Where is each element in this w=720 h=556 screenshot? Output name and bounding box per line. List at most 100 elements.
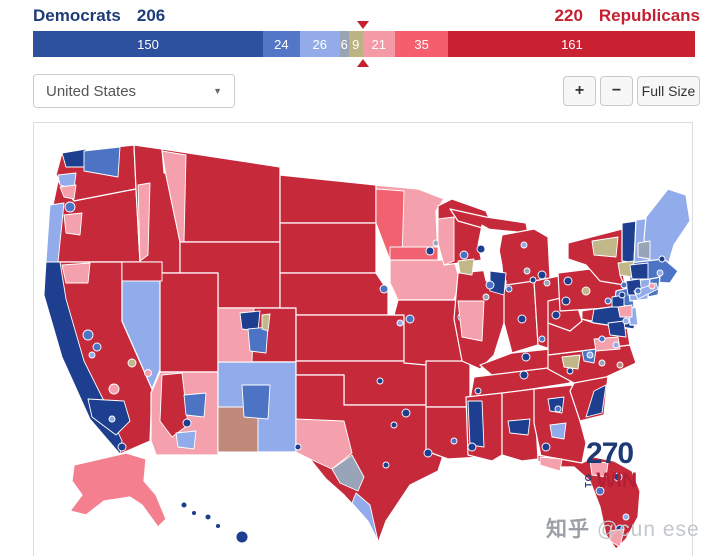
district-al-black-belt[interactable] [507,418,531,436]
district-ga-middle[interactable] [549,422,567,440]
district-ny-li-east[interactable] [648,282,656,290]
district-wa-seattle-2[interactable] [83,146,121,178]
state-alaska[interactable] [69,452,167,528]
district-il-chicago-suburb[interactable] [485,280,495,290]
district-az-phoenix[interactable] [183,392,207,418]
district-nc-piedmont-tossup[interactable] [561,354,581,370]
us-house-district-map[interactable] [34,123,692,555]
district-tx-el-paso[interactable] [294,443,302,451]
district-fl-panhandle-west[interactable] [539,456,563,472]
state-north-dakota[interactable] [279,174,377,224]
district-ny-syracuse-tossup[interactable] [591,236,619,258]
district-nh-south[interactable] [637,240,651,260]
district-mi-detroit-1[interactable] [537,270,547,280]
district-ma-cape[interactable] [656,269,664,277]
district-nv-north[interactable] [121,261,163,282]
bar-segment-35[interactable]: 35 [394,31,449,57]
district-tx-san-antonio[interactable] [382,461,390,469]
district-hi-kauai[interactable] [180,501,188,509]
state-nebraska[interactable] [279,272,389,316]
district-mn-minneapolis[interactable] [425,246,435,256]
district-ga-southwest[interactable] [541,442,551,452]
bar-segment-161[interactable]: 161 [448,31,696,57]
district-tx-houston[interactable] [423,448,433,458]
full-size-button[interactable]: Full Size [637,76,700,106]
district-nv-tossup[interactable] [127,358,137,368]
district-oh-cincinnati[interactable] [538,335,546,343]
district-nj-central[interactable] [617,304,633,318]
bar-segment-21[interactable]: 21 [362,31,395,57]
district-co-tossup[interactable] [261,313,271,332]
state-arkansas[interactable] [425,360,471,408]
district-pa-center-tossup[interactable] [581,286,591,296]
district-fl-broward[interactable] [622,513,630,521]
district-or-willamette[interactable] [63,212,83,236]
district-nj-north[interactable] [618,291,626,299]
district-nc-east[interactable] [598,359,606,367]
district-co-aurora[interactable] [247,326,269,354]
state-utah[interactable] [159,272,219,373]
district-nj-south[interactable] [622,317,630,325]
district-or-portland[interactable] [64,201,76,213]
district-ca-la-basin[interactable] [87,398,131,436]
zoom-in-button[interactable]: + [563,76,596,106]
district-in-indianapolis[interactable] [517,314,527,324]
district-fl-orlando[interactable] [613,472,623,482]
bar-segment-6[interactable]: 6 [339,31,349,57]
district-fl-tampa[interactable] [595,486,605,496]
district-az-tucson[interactable] [175,430,197,450]
district-sc-coastal[interactable] [585,384,607,418]
district-ky-louisville[interactable] [521,352,531,362]
state-maine[interactable] [643,188,691,266]
district-nc-charlotte[interactable] [566,367,574,375]
district-wi-il-tossup[interactable] [457,258,475,276]
district-va-nova[interactable] [607,320,627,338]
bar-segment-9[interactable]: 9 [348,31,363,57]
district-az-phoenix-core[interactable] [182,418,192,428]
district-nc-durham[interactable] [586,351,594,359]
district-mi-north[interactable] [520,241,528,249]
district-hi-maui[interactable] [215,523,221,529]
district-wi-west[interactable] [437,216,455,266]
district-oh-columbus[interactable] [551,310,561,320]
district-wi-madison[interactable] [459,250,469,260]
district-fl-south-tip[interactable] [609,528,625,548]
district-hi-molokai[interactable] [204,513,212,521]
zoom-out-button[interactable]: − [600,76,633,106]
district-ok-okc[interactable] [376,377,384,385]
district-pa-philly-suburb[interactable] [604,297,612,305]
state-tennessee[interactable] [469,364,573,400]
district-ny-nyc-suburb[interactable] [620,281,628,289]
district-nv-vegas[interactable] [144,369,152,377]
district-ca-inland-north[interactable] [61,262,91,284]
district-fl-north-mid[interactable] [589,460,609,478]
district-ca-bay-3[interactable] [88,351,96,359]
district-tn-memphis[interactable] [474,387,482,395]
state-iowa[interactable] [389,259,461,301]
district-ca-san-diego[interactable] [117,442,127,452]
district-nc-coast[interactable] [616,361,624,369]
bar-segment-24[interactable]: 24 [263,31,300,57]
district-md-west[interactable] [581,308,595,322]
district-ct-hartford[interactable] [634,287,642,295]
district-wa-seattle-1[interactable] [61,148,87,168]
district-ca-inland-empire[interactable] [108,383,120,395]
district-mi-oakland[interactable] [523,267,531,275]
district-ks-kansas-city[interactable] [396,319,404,327]
district-id-west[interactable] [137,182,151,262]
district-wi-milwaukee[interactable] [476,244,486,254]
state-kansas[interactable] [295,314,405,362]
district-il-rockford[interactable] [482,293,490,301]
district-ms-delta[interactable] [467,400,485,448]
district-oh-cleveland[interactable] [563,276,573,286]
district-pa-pittsburgh[interactable] [561,296,571,306]
district-tx-austin[interactable] [390,421,398,429]
district-va-norfolk[interactable] [612,341,620,349]
bar-segment-150[interactable]: 150 [33,31,263,57]
district-la-new-orleans[interactable] [467,442,477,452]
district-tx-dallas[interactable] [401,408,411,418]
district-tx-south[interactable] [351,492,379,542]
bar-segment-26[interactable]: 26 [299,31,340,57]
district-oh-toledo[interactable] [543,279,551,287]
district-nm-central[interactable] [241,384,271,420]
